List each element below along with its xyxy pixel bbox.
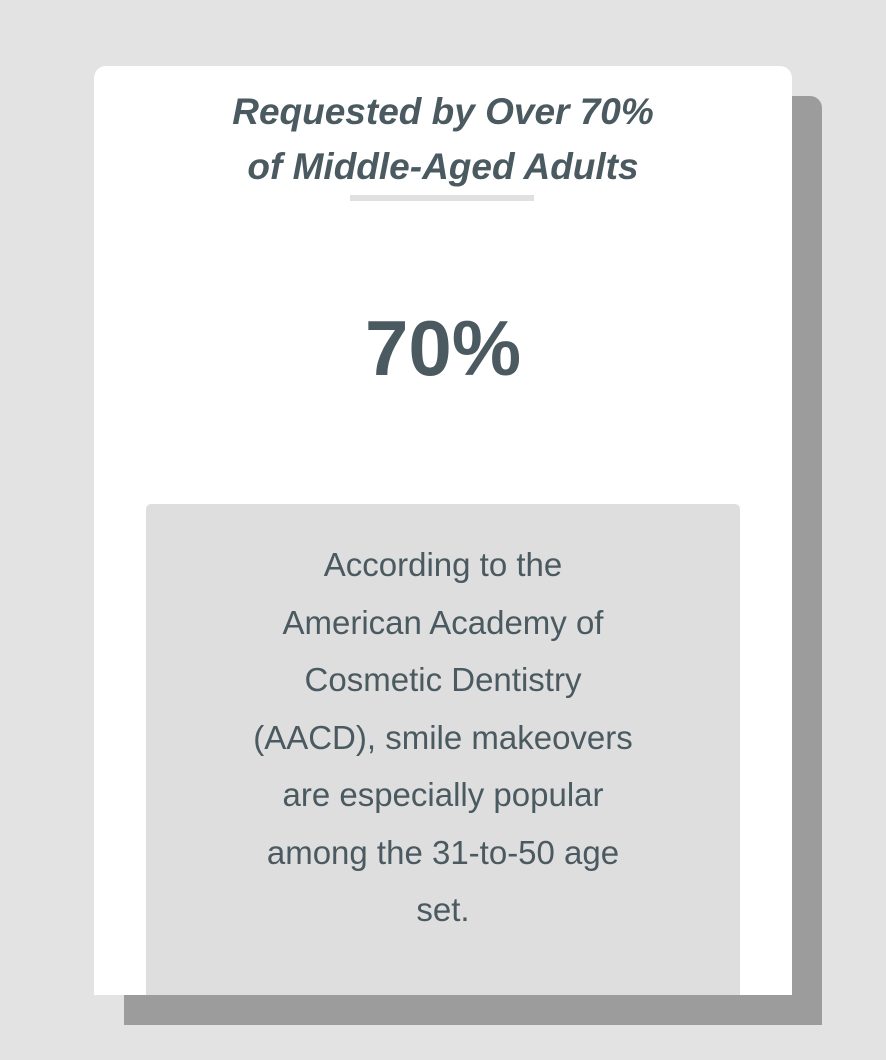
title-line: Requested by Over 70% bbox=[232, 91, 654, 132]
stat-value: 70% bbox=[364, 304, 522, 392]
description-text: According to the American Academy of Cos… bbox=[146, 536, 740, 939]
description-line: set. bbox=[416, 891, 470, 928]
card-title: Requested by Over 70% of Middle-Aged Adu… bbox=[94, 84, 792, 194]
description-line: Cosmetic Dentistry bbox=[304, 661, 582, 698]
description-line: American Academy of bbox=[282, 603, 604, 641]
title-line: of Middle-Aged Adults bbox=[247, 146, 639, 187]
description-line: are especially popular bbox=[282, 776, 604, 813]
description-line: among the 31-to-50 age bbox=[266, 833, 620, 871]
stat-card: Requested by Over 70% of Middle-Aged Adu… bbox=[94, 66, 792, 995]
description-box: According to the American Academy of Cos… bbox=[146, 504, 740, 995]
description-line: According to the bbox=[323, 546, 563, 583]
description-line: (AACD), smile makeovers bbox=[253, 718, 633, 756]
title-divider bbox=[350, 195, 534, 201]
